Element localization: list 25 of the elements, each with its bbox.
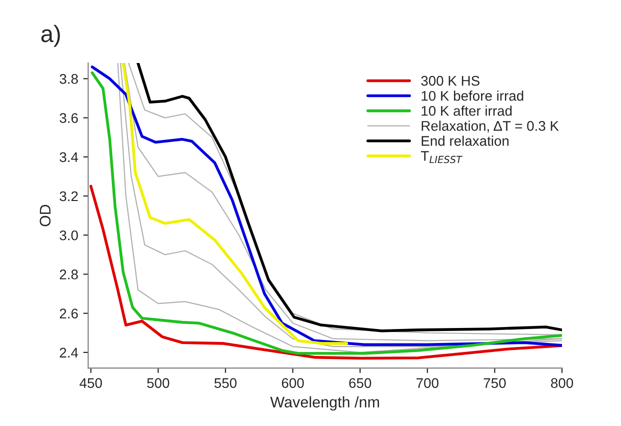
x-tick-label: 750: [484, 378, 506, 388]
x-tick-label: 550: [214, 378, 237, 388]
y-tick-label: 3.0: [60, 230, 78, 240]
y-axis-title: OD: [40, 204, 51, 226]
y-tick-label: 3.4: [60, 152, 78, 162]
legend-label: T$_{LIESST}$: [420, 151, 463, 164]
y-tick-label: 3.6: [60, 113, 78, 123]
x-tick-label: 800: [551, 378, 574, 388]
x-tick-label: 700: [416, 378, 438, 388]
y-tick-label: 2.4: [60, 348, 78, 358]
legend-label: End relaxation: [422, 136, 509, 146]
x-tick-label: 600: [282, 378, 304, 388]
text: a): [41, 24, 60, 47]
legend-label: 10 K before irrad: [422, 90, 524, 101]
y-tick-label: 3.2: [60, 191, 78, 202]
legend-label: Relaxation, ΔT = 0.3 K: [422, 120, 559, 132]
x-tick-label: 500: [147, 378, 170, 388]
y-tick-label: 2.8: [60, 270, 78, 280]
y-tick-label: 3.8: [60, 74, 78, 84]
x-axis-title: Wavelength /nm: [270, 396, 379, 411]
x-tick-label: 450: [80, 378, 102, 388]
legend-label: 10 K after irrad: [422, 106, 512, 116]
legend-label: 300 K HS: [421, 76, 480, 86]
x-tick-label: 650: [349, 378, 372, 388]
y-tick-label: 2.6: [60, 308, 78, 318]
